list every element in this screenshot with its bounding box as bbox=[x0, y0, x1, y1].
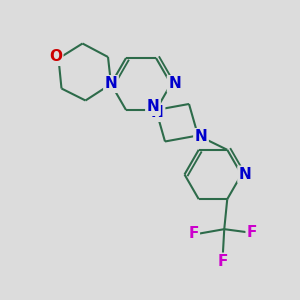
Text: F: F bbox=[218, 254, 228, 269]
Text: N: N bbox=[168, 76, 181, 92]
Text: N: N bbox=[105, 76, 117, 92]
Text: F: F bbox=[188, 226, 199, 241]
Text: N: N bbox=[195, 130, 207, 145]
Text: F: F bbox=[247, 225, 257, 240]
Text: N: N bbox=[239, 167, 251, 182]
Text: O: O bbox=[49, 50, 62, 64]
Text: N: N bbox=[151, 106, 164, 121]
Text: N: N bbox=[147, 100, 159, 115]
